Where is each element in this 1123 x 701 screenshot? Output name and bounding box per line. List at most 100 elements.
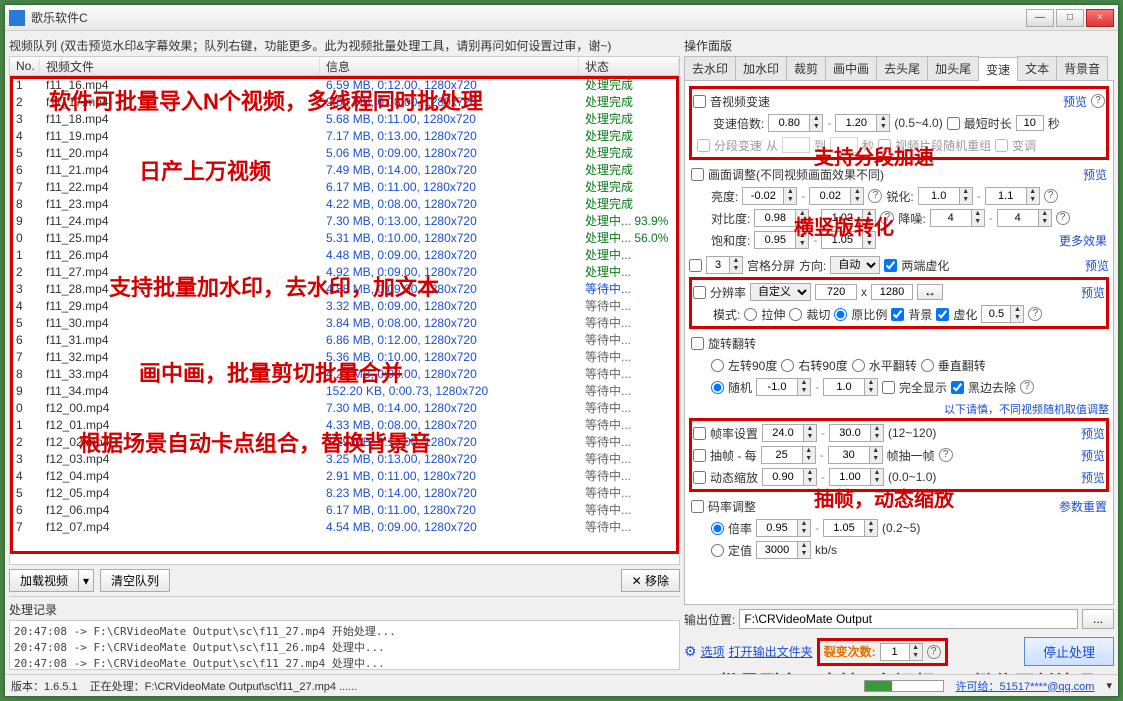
tab-1[interactable]: 加水印	[735, 56, 787, 80]
fps-from[interactable]	[762, 424, 804, 442]
br-from[interactable]	[756, 519, 798, 537]
table-row[interactable]: 8f11_33.mp44.23 MB, 0:08.00, 1280x720等待中…	[10, 365, 679, 382]
fade-checkbox[interactable]	[884, 259, 897, 272]
sat-to[interactable]	[821, 231, 863, 249]
clear-queue-button[interactable]: 清空队列	[100, 569, 170, 592]
adjust-preview[interactable]: 预览	[1083, 166, 1107, 183]
res-w-input[interactable]	[815, 284, 857, 300]
open-output-link[interactable]: 打开输出文件夹	[729, 643, 813, 660]
keep-ratio-radio[interactable]	[834, 308, 847, 321]
table-row[interactable]: 3f11_28.mp44.88 MB, 0:09.00, 1280x720等待中…	[10, 280, 679, 297]
bright-to[interactable]	[809, 187, 851, 205]
table-row[interactable]: 6f11_21.mp47.49 MB, 0:14.00, 1280x720处理完…	[10, 161, 679, 178]
minimize-button[interactable]: —	[1026, 9, 1054, 27]
min-duration-checkbox[interactable]	[947, 117, 960, 130]
zoom-to[interactable]	[829, 468, 871, 486]
drop-from[interactable]	[761, 446, 803, 464]
table-row[interactable]: 9f11_24.mp47.30 MB, 0:13.00, 1280x720处理中…	[10, 212, 679, 229]
rand-rot-from[interactable]	[756, 378, 798, 396]
contrast-from[interactable]	[754, 209, 796, 227]
remove-button[interactable]: ✕ 移除	[621, 569, 680, 592]
table-row[interactable]: 6f12_06.mp46.17 MB, 0:11.00, 1280x720等待中…	[10, 501, 679, 518]
tab-6[interactable]: 变速	[978, 57, 1018, 81]
fps-to[interactable]	[829, 424, 871, 442]
table-row[interactable]: 1f11_16.mp46.59 MB, 0:12.00, 1280x720处理完…	[10, 76, 679, 93]
adjust-checkbox[interactable]	[691, 168, 704, 181]
rand-rot-radio[interactable]	[711, 381, 724, 394]
table-row[interactable]: 1f12_01.mp44.33 MB, 0:08.00, 1280x720等待中…	[10, 416, 679, 433]
param-reset-link[interactable]: 参数重置	[1059, 498, 1107, 515]
help-icon[interactable]: ?	[939, 448, 953, 462]
noise-to[interactable]	[997, 209, 1039, 227]
rotate-checkbox[interactable]	[691, 337, 704, 350]
options-link[interactable]: 选项	[701, 643, 725, 660]
sat-from[interactable]	[754, 231, 796, 249]
table-row[interactable]: 1f11_26.mp44.48 MB, 0:09.00, 1280x720处理中…	[10, 246, 679, 263]
help-icon[interactable]: ?	[927, 645, 941, 659]
contrast-to[interactable]	[821, 209, 863, 227]
dropframe-checkbox[interactable]	[693, 449, 706, 462]
chevron-down-icon[interactable]: ▾	[1106, 679, 1112, 692]
help-icon[interactable]: ?	[868, 189, 882, 203]
help-icon[interactable]: ?	[1056, 211, 1070, 225]
table-row[interactable]: 0f11_25.mp45.31 MB, 0:10.00, 1280x720处理中…	[10, 229, 679, 246]
help-icon[interactable]: ?	[1044, 189, 1058, 203]
seg-from[interactable]	[782, 137, 810, 153]
close-button[interactable]: ×	[1086, 9, 1114, 27]
browse-button[interactable]: ...	[1082, 609, 1114, 629]
rand-rot-to[interactable]	[823, 378, 865, 396]
table-row[interactable]: 0f12_00.mp47.30 MB, 0:14.00, 1280x720等待中…	[10, 399, 679, 416]
full-display-checkbox[interactable]	[882, 381, 895, 394]
res-preview[interactable]: 预览	[1081, 284, 1105, 301]
zoom-preview[interactable]: 预览	[1081, 469, 1105, 486]
load-video-dropdown[interactable]: ▾	[79, 569, 94, 592]
vflip-radio[interactable]	[921, 359, 934, 372]
table-row[interactable]: 4f11_29.mp43.32 MB, 0:09.00, 1280x720等待中…	[10, 297, 679, 314]
stretch-radio[interactable]	[744, 308, 757, 321]
grid-preview[interactable]: 预览	[1085, 257, 1109, 274]
table-row[interactable]: 7f11_22.mp46.17 MB, 0:11.00, 1280x720处理完…	[10, 178, 679, 195]
help-icon[interactable]: ?	[1091, 94, 1105, 108]
br-to[interactable]	[823, 519, 865, 537]
tab-0[interactable]: 去水印	[684, 56, 736, 80]
tab-5[interactable]: 加头尾	[927, 56, 979, 80]
res-preset-select[interactable]: 自定义	[750, 283, 811, 301]
table-row[interactable]: 4f11_19.mp47.17 MB, 0:13.00, 1280x720处理完…	[10, 127, 679, 144]
tab-2[interactable]: 裁剪	[786, 56, 826, 80]
output-path-input[interactable]	[739, 609, 1078, 629]
random-reorg-checkbox[interactable]	[878, 139, 891, 152]
stop-processing-button[interactable]: 停止处理	[1024, 637, 1114, 666]
help-icon[interactable]: ?	[880, 211, 894, 225]
remove-border-checkbox[interactable]	[951, 381, 964, 394]
table-row[interactable]: 5f11_20.mp45.06 MB, 0:09.00, 1280x720处理完…	[10, 144, 679, 161]
table-row[interactable]: 7f11_32.mp45.36 MB, 0:10.00, 1280x720等待中…	[10, 348, 679, 365]
tab-3[interactable]: 画中画	[825, 56, 877, 80]
tab-7[interactable]: 文本	[1017, 56, 1057, 80]
zoom-checkbox[interactable]	[693, 471, 706, 484]
tab-4[interactable]: 去头尾	[876, 56, 928, 80]
tab-8[interactable]: 背景音	[1056, 56, 1108, 80]
res-checkbox[interactable]	[693, 286, 706, 299]
fission-input[interactable]	[880, 643, 910, 661]
speed-preview[interactable]: 预览	[1063, 93, 1087, 110]
zoom-from[interactable]	[762, 468, 804, 486]
table-row[interactable]: 3f12_03.mp43.25 MB, 0:13.00, 1280x720等待中…	[10, 450, 679, 467]
table-row[interactable]: 7f12_07.mp44.54 MB, 0:09.00, 1280x720等待中…	[10, 518, 679, 535]
file-list[interactable]: 1f11_16.mp46.59 MB, 0:12.00, 1280x720处理完…	[9, 76, 680, 565]
hflip-radio[interactable]	[852, 359, 865, 372]
table-row[interactable]: 5f12_05.mp48.23 MB, 0:14.00, 1280x720等待中…	[10, 484, 679, 501]
table-row[interactable]: 9f11_34.mp4152.20 KB, 0:00.73, 1280x720等…	[10, 382, 679, 399]
table-row[interactable]: 2f11_27.mp44.92 MB, 0:09.00, 1280x720处理中…	[10, 263, 679, 280]
help-icon[interactable]: ?	[1028, 307, 1042, 321]
table-row[interactable]: 5f11_30.mp43.84 MB, 0:08.00, 1280x720等待中…	[10, 314, 679, 331]
bitrate-checkbox[interactable]	[691, 500, 704, 513]
speed-checkbox[interactable]	[693, 95, 706, 108]
br-fixed-radio[interactable]	[711, 544, 724, 557]
license-link[interactable]: 许可给：51517****@qq.com	[956, 678, 1095, 694]
rot-r90-radio[interactable]	[781, 359, 794, 372]
drop-preview[interactable]: 预览	[1081, 447, 1105, 464]
pitch-checkbox[interactable]	[995, 139, 1008, 152]
bg-checkbox[interactable]	[891, 308, 904, 321]
crop-radio[interactable]	[789, 308, 802, 321]
seg-to[interactable]	[830, 137, 858, 153]
